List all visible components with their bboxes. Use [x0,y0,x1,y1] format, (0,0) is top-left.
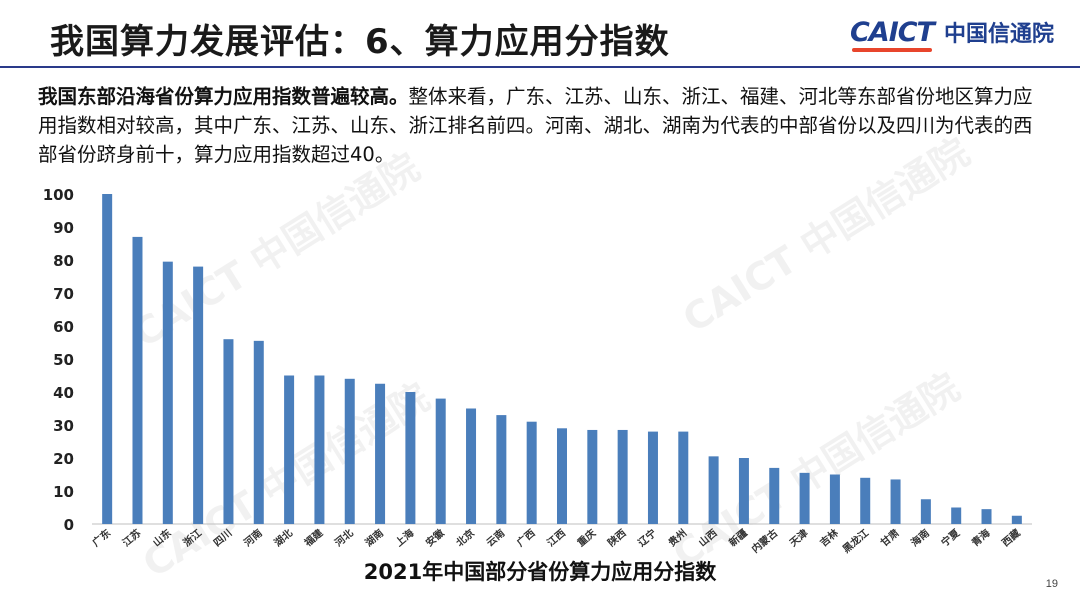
x-tick-label: 安徽 [423,526,447,549]
caict-logo: CAICT 中国信通院 [850,16,1054,52]
bar-14 [496,415,507,524]
y-tick-label: 30 [53,417,74,435]
x-tick-label: 宁夏 [938,526,962,549]
x-tick-label: 四川 [211,527,234,549]
bar-4 [193,266,204,524]
x-tick-label: 甘肃 [878,526,902,549]
bar-18 [617,429,628,524]
x-tick-label: 新疆 [726,526,750,549]
bar-9 [344,378,355,524]
bar-31 [1011,515,1022,524]
chart-title: 2021年中国部分省份算力应用分指数 [363,560,717,584]
y-tick-label: 40 [53,384,74,402]
intro-body: 整体来看，广东、江苏、山东、浙江、福建、河北等东部省份地区算力应用指数相对较高，… [38,85,1033,166]
bar-29 [951,507,962,524]
x-tick-label: 河北 [332,526,356,549]
y-tick-label: 0 [64,516,74,534]
x-tick-label: 天津 [787,526,811,549]
bar-24 [799,472,810,524]
x-tick-label: 陕西 [605,526,629,549]
bar-26 [860,477,871,524]
x-tick-label: 广西 [514,526,538,549]
bar-2 [132,236,143,524]
x-tick-label: 江苏 [120,526,144,549]
y-tick-label: 80 [53,252,74,270]
y-tick-label: 100 [43,186,74,204]
bar-6 [253,340,264,524]
x-tick-label: 重庆 [575,526,599,549]
bar-8 [314,375,325,524]
x-tick-label: 青海 [969,526,993,549]
y-tick-label: 60 [53,318,74,336]
y-tick-label: 50 [53,351,74,369]
x-tick-label: 山东 [150,526,174,549]
x-tick-label: 湖北 [271,526,295,549]
bar-5 [223,339,234,524]
y-tick-label: 10 [53,483,74,501]
x-tick-label: 北京 [453,526,477,549]
bar-23 [769,467,780,524]
x-tick-label: 江西 [544,526,568,549]
bar-27 [890,479,901,524]
intro-paragraph: 我国东部沿海省份算力应用指数普遍较高。整体来看，广东、江苏、山东、浙江、福建、河… [38,82,1048,169]
x-tick-label: 云南 [484,526,508,549]
y-tick-label: 20 [53,450,74,468]
x-tick-label: 西藏 [999,526,1023,549]
y-tick-label: 90 [53,219,74,237]
bar-7 [284,375,295,524]
title-divider [0,66,1080,68]
bar-30 [981,509,992,524]
bar-13 [466,408,477,524]
x-tick-label: 内蒙古 [749,526,780,555]
x-tick-label: 上海 [393,526,417,549]
logo-text-cn: 中国信通院 [943,22,1054,47]
bar-20 [678,431,689,524]
bar-1 [102,194,113,524]
logo-swoosh [851,47,932,52]
x-tick-label: 山西 [696,526,720,549]
bar-17 [587,429,598,524]
bar-16 [557,428,567,524]
bar-3 [162,261,173,524]
page-number: 19 [1045,578,1058,590]
x-tick-label: 黑龙江 [840,526,871,555]
x-tick-label: 辽宁 [635,526,659,549]
bar-25 [829,474,840,524]
bar-19 [647,431,658,524]
bar-28 [920,499,931,524]
x-tick-label: 广东 [89,526,113,549]
x-tick-label: 贵州 [666,526,690,549]
y-tick-label: 70 [53,285,74,303]
x-tick-label: 湖南 [362,526,386,549]
bar-15 [526,421,537,524]
bar-11 [405,392,416,524]
x-tick-label: 浙江 [180,526,204,549]
x-tick-label: 河南 [241,526,265,549]
x-tick-label: 福建 [301,526,326,550]
page-title: 我国算力发展评估：6、算力应用分指数 [50,22,670,62]
bar-12 [435,398,446,524]
intro-lead: 我国东部沿海省份算力应用指数普遍较高。 [38,85,409,108]
x-tick-label: 吉林 [817,526,841,549]
bar-22 [738,458,749,524]
x-tick-label: 海南 [908,526,932,549]
bar-10 [375,383,386,524]
logo-text-en: CAICT [850,17,935,52]
bar-21 [708,456,719,524]
